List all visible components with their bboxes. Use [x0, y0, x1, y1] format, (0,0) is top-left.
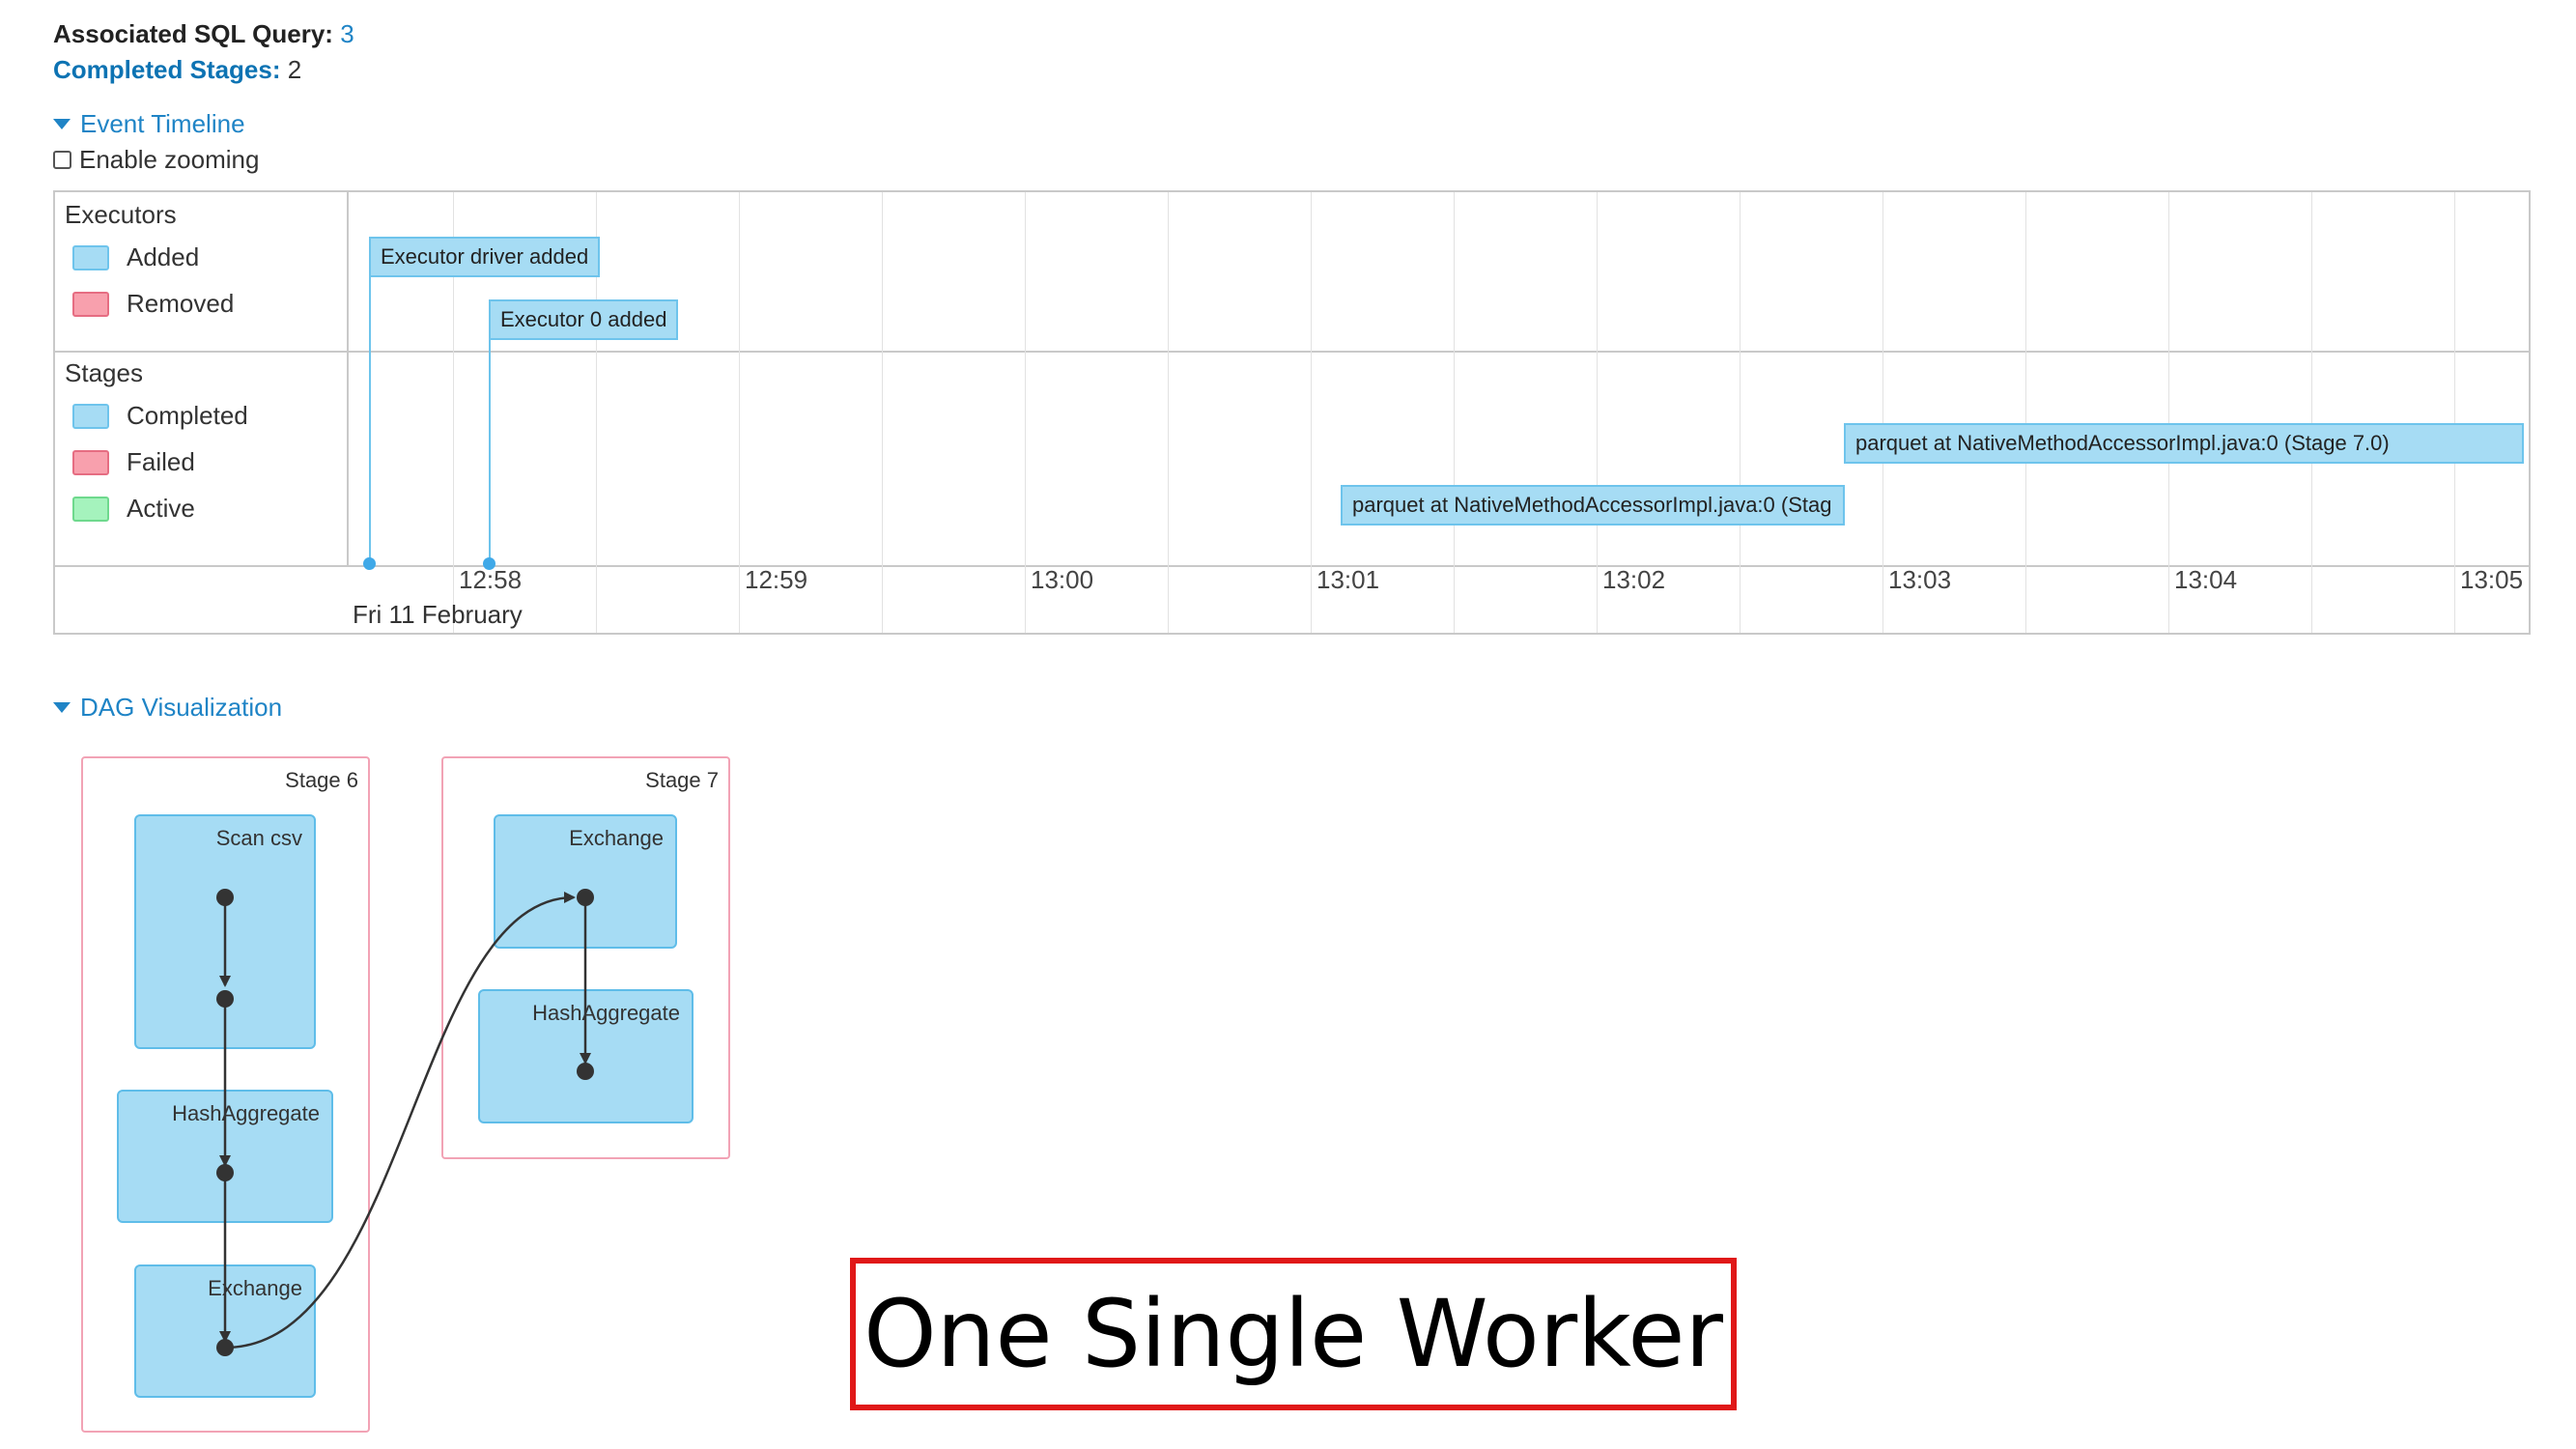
active-swatch	[72, 496, 109, 522]
timeline-gridline	[2311, 192, 2312, 633]
axis-tick-label: 12:59	[745, 565, 808, 594]
executor-0-marker-line	[489, 339, 491, 563]
stage-7-title: Stage 7	[645, 768, 719, 792]
timeline-gridline	[1740, 192, 1741, 633]
one-single-worker-callout: One Single Worker	[850, 1258, 1737, 1410]
stage-6-title: Stage 6	[285, 768, 358, 792]
stage-6-event[interactable]: parquet at NativeMethodAccessorImpl.java…	[1341, 485, 1845, 526]
completed-stages-label[interactable]: Completed Stages:	[53, 55, 281, 84]
timeline-gridline	[453, 192, 454, 633]
axis-tick-label: 12:58	[459, 565, 523, 594]
axis-tick-label: 13:01	[1316, 565, 1380, 594]
axis-tick-label: 13:04	[2174, 565, 2238, 594]
sql-query-link[interactable]: 3	[340, 19, 354, 48]
enable-zooming-row: Enable zooming	[53, 145, 259, 175]
timeline-gridline	[1882, 192, 1883, 633]
enable-zooming-label: Enable zooming	[79, 145, 260, 174]
axis-tick-label: 13:02	[1602, 565, 1666, 594]
enable-zooming-checkbox[interactable]	[53, 151, 71, 169]
legend-added-label: Added	[127, 242, 200, 271]
legend-active-label: Active	[127, 494, 195, 523]
event-timeline-toggle[interactable]: Event Timeline	[53, 109, 245, 139]
legend-removed: Removed	[72, 289, 234, 319]
completed-stages-line: Completed Stages: 2	[53, 55, 301, 85]
timeline-gridline	[882, 192, 883, 633]
timeline-gridline	[1311, 192, 1312, 633]
timeline-gridline	[2025, 192, 2026, 633]
dag-node-dot	[216, 889, 234, 906]
completed-stages-value: 2	[287, 55, 302, 84]
sql-query-label: Associated SQL Query:	[53, 19, 333, 48]
stage-7-exchange-label: Exchange	[569, 826, 664, 850]
stage-7-event[interactable]: parquet at NativeMethodAccessorImpl.java…	[1844, 423, 2524, 464]
caret-down-icon	[53, 119, 71, 129]
dag-node-dot	[577, 889, 594, 906]
legend-completed-label: Completed	[127, 401, 248, 430]
dag-visualization-label: DAG Visualization	[80, 693, 283, 722]
timeline-gridline	[1454, 192, 1455, 633]
callout-text: One Single Worker	[863, 1280, 1723, 1388]
timeline-gridline	[1597, 192, 1598, 633]
dag-edge-stage-6-to-stage-7	[224, 892, 576, 1350]
legend-removed-label: Removed	[127, 289, 235, 318]
timeline-gridline	[1168, 192, 1169, 633]
axis-tick-label: 13:03	[1888, 565, 1952, 594]
dag-visualization-toggle[interactable]: DAG Visualization	[53, 693, 282, 723]
caret-down-icon	[53, 702, 71, 713]
executor-0-added-event[interactable]: Executor 0 added	[489, 299, 679, 340]
completed-swatch	[72, 403, 109, 429]
axis-date-label: Fri 11 February	[353, 600, 523, 629]
timeline-gridline	[596, 192, 597, 633]
removed-swatch	[72, 291, 109, 317]
dag-node-dot	[577, 1063, 594, 1080]
executor-driver-marker-line	[369, 277, 371, 563]
axis-tick-label: 13:00	[1031, 565, 1094, 594]
executor-driver-marker-dot[interactable]	[363, 557, 376, 570]
dag-node-dot	[216, 1164, 234, 1181]
dag-node-dot	[216, 1339, 234, 1356]
added-swatch	[72, 244, 109, 270]
axis-separator	[55, 565, 2529, 567]
legend-failed-label: Failed	[127, 447, 195, 476]
stage-7-hashaggregate-node[interactable]: HashAggregate	[478, 989, 694, 1123]
timeline-gridline	[2168, 192, 2169, 633]
executor-driver-added-event[interactable]: Executor driver added	[369, 237, 601, 277]
timeline-group-labels: Executors Added Removed Stages Completed…	[55, 192, 349, 565]
scan-csv-label: Scan csv	[215, 826, 302, 850]
event-timeline-label: Event Timeline	[80, 109, 245, 138]
stage-6-cluster[interactable]: Stage 6	[81, 756, 370, 1433]
legend-completed: Completed	[72, 401, 248, 431]
stage-7-cluster[interactable]: Stage 7	[441, 756, 730, 1159]
legend-failed: Failed	[72, 447, 195, 477]
stage-7-hashaggregate-label: HashAggregate	[532, 1001, 680, 1025]
legend-active: Active	[72, 494, 195, 524]
timeline-gridline	[739, 192, 740, 633]
dag-node-dot	[216, 990, 234, 1008]
executor-0-marker-dot[interactable]	[483, 557, 495, 570]
axis-tick-label: 13:05	[2460, 565, 2524, 594]
executors-group-title: Executors	[65, 200, 177, 229]
stage-6-exchange-label: Exchange	[208, 1276, 302, 1300]
failed-swatch	[72, 449, 109, 475]
stage-6-hashaggregate-label: HashAggregate	[172, 1101, 320, 1125]
event-timeline[interactable]: Executors Added Removed Stages Completed…	[53, 190, 2531, 635]
timeline-gridline	[2454, 192, 2455, 633]
sql-query-line: Associated SQL Query: 3	[53, 19, 354, 49]
stages-group-title: Stages	[65, 358, 143, 387]
legend-added: Added	[72, 242, 199, 272]
group-separator	[55, 351, 2529, 353]
timeline-gridline	[1025, 192, 1026, 633]
